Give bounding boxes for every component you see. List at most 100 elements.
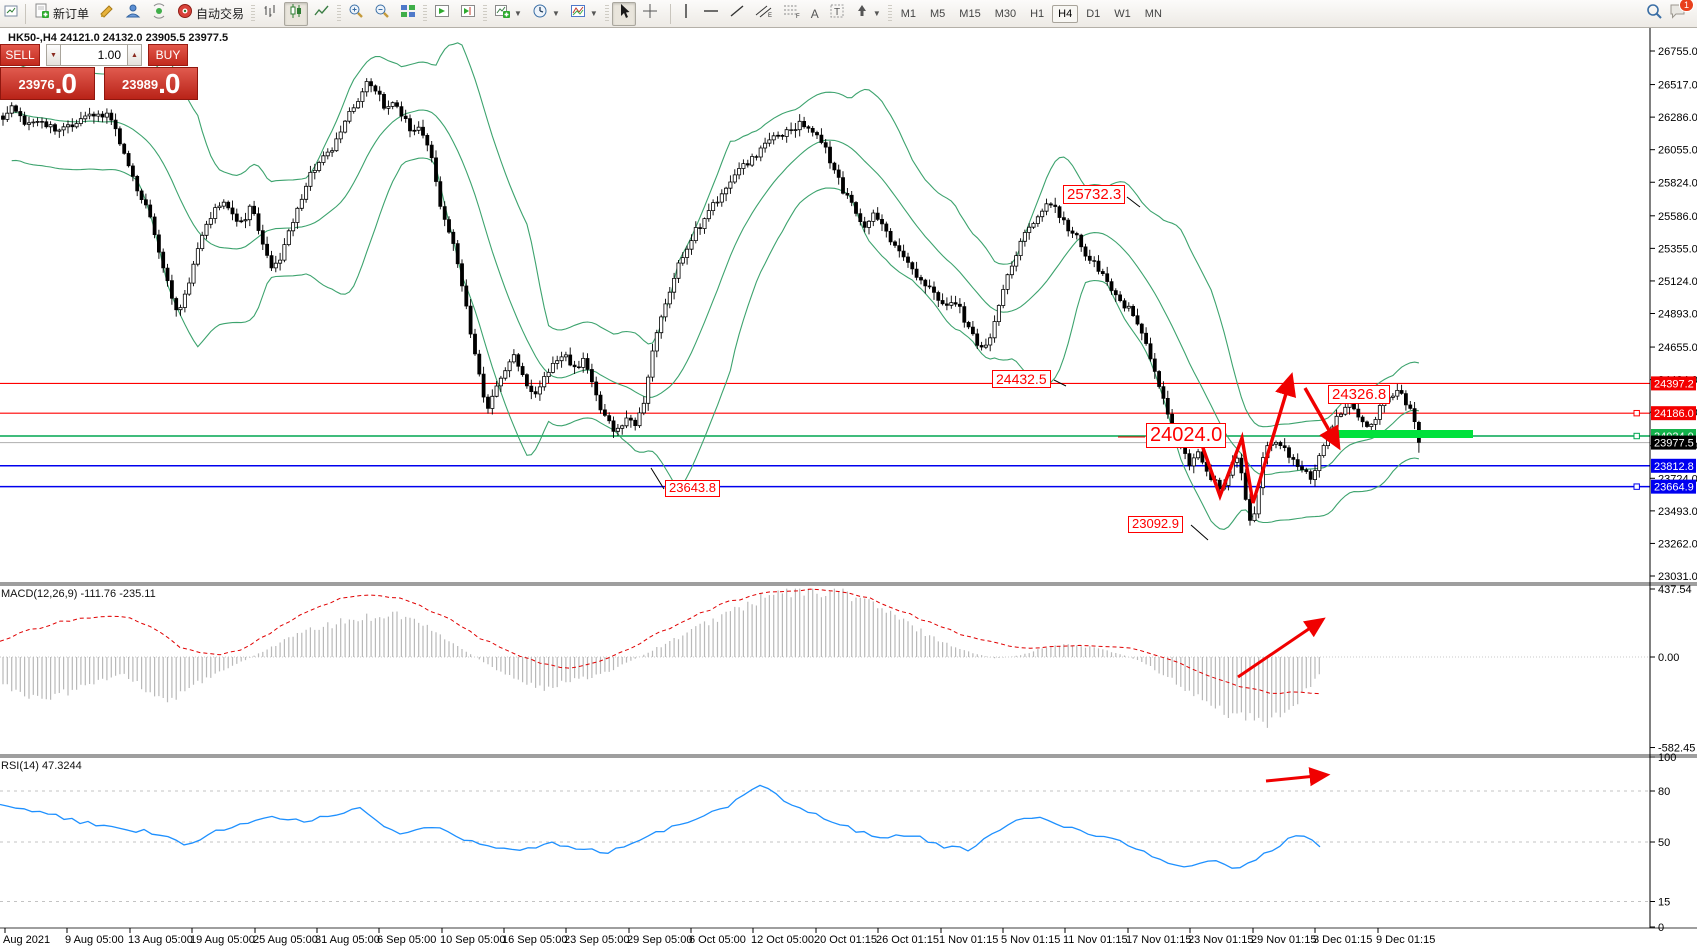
buy-price-display[interactable]: 23989 .0 xyxy=(103,67,198,100)
level-marker[interactable] xyxy=(1633,432,1640,440)
horizontal-line-button[interactable] xyxy=(699,2,723,26)
time-axis-label: 13 Aug 05:00 xyxy=(128,934,193,946)
price-annotation-24024.0[interactable]: 24024.0 xyxy=(1146,423,1227,448)
channel-button[interactable]: E xyxy=(751,2,777,26)
tab-timeframe-w1[interactable]: W1 xyxy=(1114,7,1131,20)
trend-arrow[interactable] xyxy=(1237,617,1326,679)
chart-shift-icon xyxy=(460,3,476,24)
auto-trading-label: 自动交易 xyxy=(196,7,245,21)
volume-input[interactable] xyxy=(61,44,127,66)
zoom-in-icon xyxy=(348,3,364,24)
bollinger-upper-band xyxy=(11,42,1420,428)
text-button[interactable]: A xyxy=(807,2,823,26)
svg-text:100: 100 xyxy=(1658,752,1676,764)
price-tag-23664.9: 23664.9 xyxy=(1651,479,1696,494)
auto-scroll-icon xyxy=(434,3,450,24)
price-annotation-25732.3[interactable]: 25732.3 xyxy=(1063,185,1126,205)
buy-button[interactable]: BUY xyxy=(148,44,188,66)
sell-price-main: 23976 xyxy=(18,77,55,92)
svg-text:-582.45: -582.45 xyxy=(1658,743,1695,755)
time-axis-label: 5 Nov 01:15 xyxy=(1001,934,1060,946)
chart-ohlc-header: HK50-,H4 24121.0 24132.0 23905.5 23977.5 xyxy=(8,32,229,44)
chart-shift-button[interactable] xyxy=(456,2,480,26)
trendline-button[interactable] xyxy=(725,2,749,26)
svg-text:80: 80 xyxy=(1658,786,1670,798)
auto-scroll-button[interactable] xyxy=(430,2,454,26)
svg-text:24397.2: 24397.2 xyxy=(1654,378,1694,390)
templates-caret: ▼ xyxy=(589,9,598,18)
zoom-out-button[interactable] xyxy=(370,2,394,26)
periodicity-button[interactable]: ▼ xyxy=(528,2,564,26)
vertical-line-button[interactable] xyxy=(675,2,697,26)
text-icon: A xyxy=(810,6,819,21)
time-axis-label: 6 Sep 05:00 xyxy=(377,934,436,946)
signals-button[interactable] xyxy=(147,2,171,26)
time-axis-label: 29 Nov 01:15 xyxy=(1251,934,1316,946)
bar-chart-button[interactable] xyxy=(258,2,282,26)
arrows-button[interactable]: ▼ xyxy=(851,2,885,26)
time-axis-label: 17 Nov 01:15 xyxy=(1126,934,1191,946)
new-order-label: 新订单 xyxy=(53,7,90,21)
new-chart-button[interactable]: ▼ xyxy=(490,2,526,26)
svg-text:26517.0: 26517.0 xyxy=(1658,80,1697,92)
time-axis-label: 25 Aug 05:00 xyxy=(253,934,318,946)
zoom-in-button[interactable] xyxy=(344,2,368,26)
line-chart-button[interactable] xyxy=(310,2,334,26)
crosshair-button[interactable] xyxy=(638,2,662,26)
tab-timeframe-h1[interactable]: H1 xyxy=(1030,7,1045,20)
price-tag-24186.0: 24186.0 xyxy=(1651,406,1696,421)
trend-arrow[interactable] xyxy=(1195,372,1297,504)
support-highlight-bar[interactable] xyxy=(1330,430,1473,438)
tab-timeframe-d1[interactable]: D1 xyxy=(1086,7,1101,20)
search-icon[interactable] xyxy=(1646,3,1663,25)
annotation-connector xyxy=(1190,524,1209,541)
level-marker[interactable] xyxy=(1633,409,1640,417)
trend-arrow[interactable] xyxy=(1303,387,1341,451)
template-icon xyxy=(570,3,586,24)
price-tag-23977.5: 23977.5 xyxy=(1651,435,1696,450)
fibonacci-icon: F xyxy=(783,3,801,24)
tab-timeframe-m30[interactable]: M30 xyxy=(994,7,1017,20)
metaeditor-button[interactable] xyxy=(95,2,119,26)
price-tag-23812.8: 23812.8 xyxy=(1651,458,1696,473)
svg-text:26055.0: 26055.0 xyxy=(1658,145,1697,157)
tab-timeframe-m1[interactable]: M1 xyxy=(900,7,917,20)
svg-text:23664.9: 23664.9 xyxy=(1654,482,1694,494)
sell-price-display[interactable]: 23976 .0 xyxy=(0,67,95,100)
svg-text:0.00: 0.00 xyxy=(1658,652,1679,664)
auto-trading-button[interactable]: 自动交易 xyxy=(173,2,248,26)
trend-arrow[interactable] xyxy=(1265,767,1331,787)
svg-text:24186.0: 24186.0 xyxy=(1654,408,1694,420)
level-marker[interactable] xyxy=(1633,483,1640,490)
volume-increase-button[interactable]: ▲ xyxy=(127,44,142,66)
price-annotation-23092.9[interactable]: 23092.9 xyxy=(1128,516,1183,533)
price-annotation-24432.5[interactable]: 24432.5 xyxy=(992,370,1051,389)
svg-text:23812.8: 23812.8 xyxy=(1654,461,1694,473)
time-axis-label: 23 Nov 01:15 xyxy=(1188,934,1253,946)
volume-decrease-button[interactable]: ▼ xyxy=(46,44,61,66)
time-axis-label: 11 Nov 01:15 xyxy=(1063,934,1128,946)
time-axis-label: 20 Oct 01:15 xyxy=(814,934,877,946)
fibonacci-button[interactable]: F xyxy=(779,2,805,26)
svg-text:25824.0: 25824.0 xyxy=(1658,177,1697,189)
new-order-button[interactable]: 新订单 xyxy=(30,2,93,26)
templates-button[interactable]: ▼ xyxy=(566,2,602,26)
text-label-button[interactable]: T xyxy=(825,2,849,26)
svg-text:25586.0: 25586.0 xyxy=(1658,211,1697,223)
cursor-button[interactable] xyxy=(611,1,636,26)
sell-button[interactable]: SELL xyxy=(0,44,40,66)
community-button[interactable] xyxy=(121,2,145,26)
tab-timeframe-h4[interactable]: H4 xyxy=(1052,4,1079,23)
notifications-button[interactable]: 1 xyxy=(1669,0,1694,24)
tab-timeframe-m5[interactable]: M5 xyxy=(930,7,946,20)
price-annotation-24326.8[interactable]: 24326.8 xyxy=(1328,385,1391,405)
candlestick-chart-icon xyxy=(288,3,304,24)
tile-windows-button[interactable] xyxy=(396,2,420,26)
candlestick-chart-button[interactable] xyxy=(284,1,309,26)
crosshair-icon xyxy=(642,3,658,24)
tab-timeframe-mn[interactable]: MN xyxy=(1144,7,1162,20)
price-annotation-23643.8[interactable]: 23643.8 xyxy=(665,480,720,497)
bar-chart-icon xyxy=(262,3,278,24)
tab-timeframe-m15[interactable]: M15 xyxy=(959,7,981,20)
